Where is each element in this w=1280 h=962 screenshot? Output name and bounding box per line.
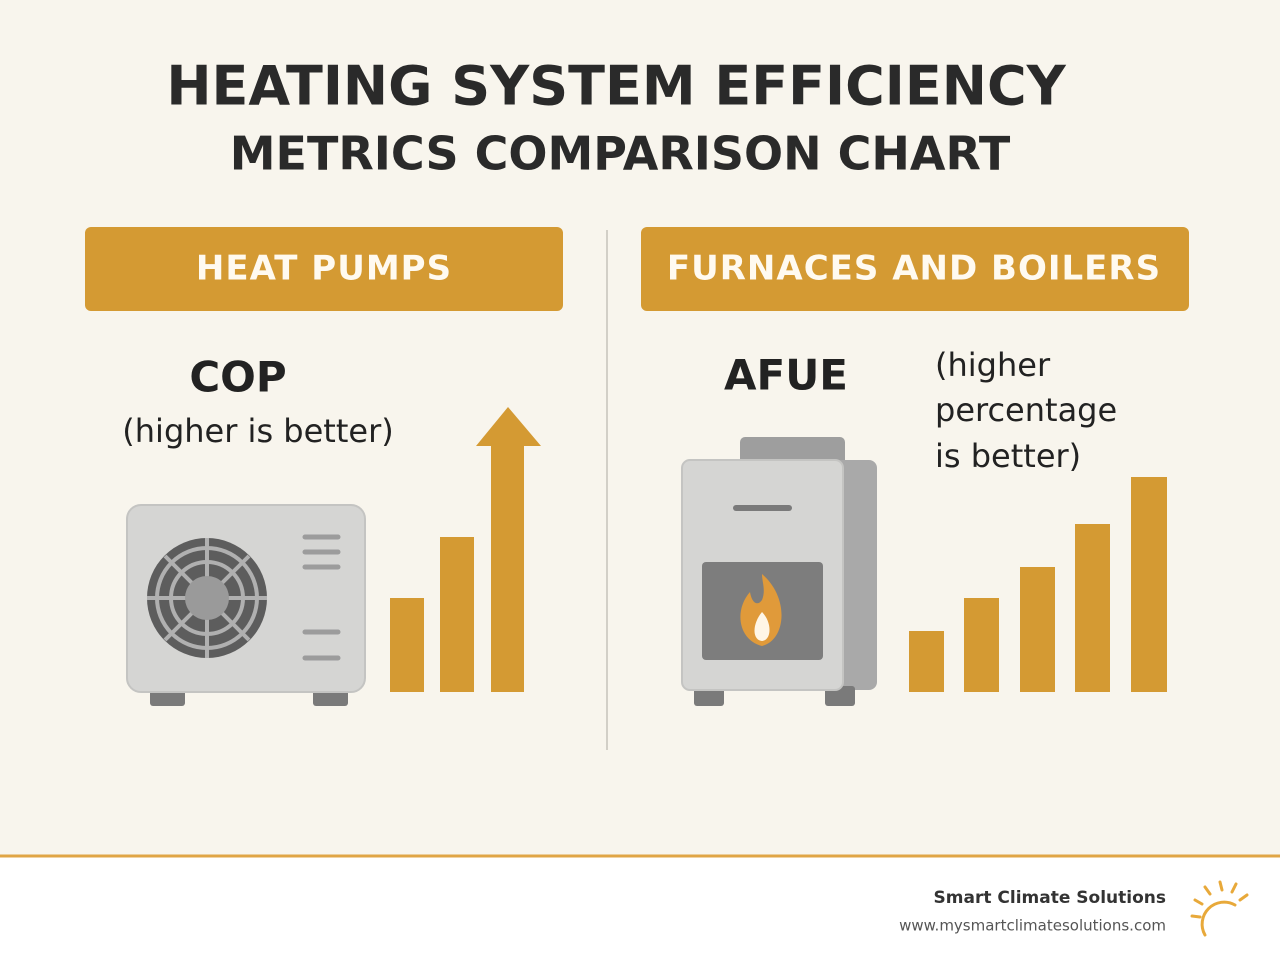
footer-background — [0, 856, 1280, 962]
background — [0, 0, 1280, 856]
brand: Smart Climate Solutions — [934, 888, 1166, 908]
metric-note: is better) — [935, 437, 1081, 475]
metric: COP — [189, 353, 286, 402]
url: www.mysmartclimatesolutions.com — [899, 917, 1166, 935]
metric-note: (higher is better) — [122, 412, 393, 450]
furnace-icon — [681, 437, 877, 706]
panel-heading: HEAT PUMPS — [196, 249, 452, 289]
metric: AFUE — [724, 351, 848, 400]
panel-heading: FURNACES AND BOILERS — [667, 249, 1161, 289]
panel-header — [85, 227, 563, 311]
metric-note: percentage — [935, 391, 1117, 429]
heat-pump-icon — [126, 504, 366, 706]
title: HEATING SYSTEM EFFICIENCY — [166, 55, 1066, 118]
metric-note: (higher — [935, 346, 1051, 384]
panel-header — [641, 227, 1189, 311]
sun-logo — [1190, 880, 1249, 937]
title: METRICS COMPARISON CHART — [230, 127, 1011, 181]
rising-bars — [390, 407, 541, 692]
rising-bars — [909, 477, 1167, 692]
